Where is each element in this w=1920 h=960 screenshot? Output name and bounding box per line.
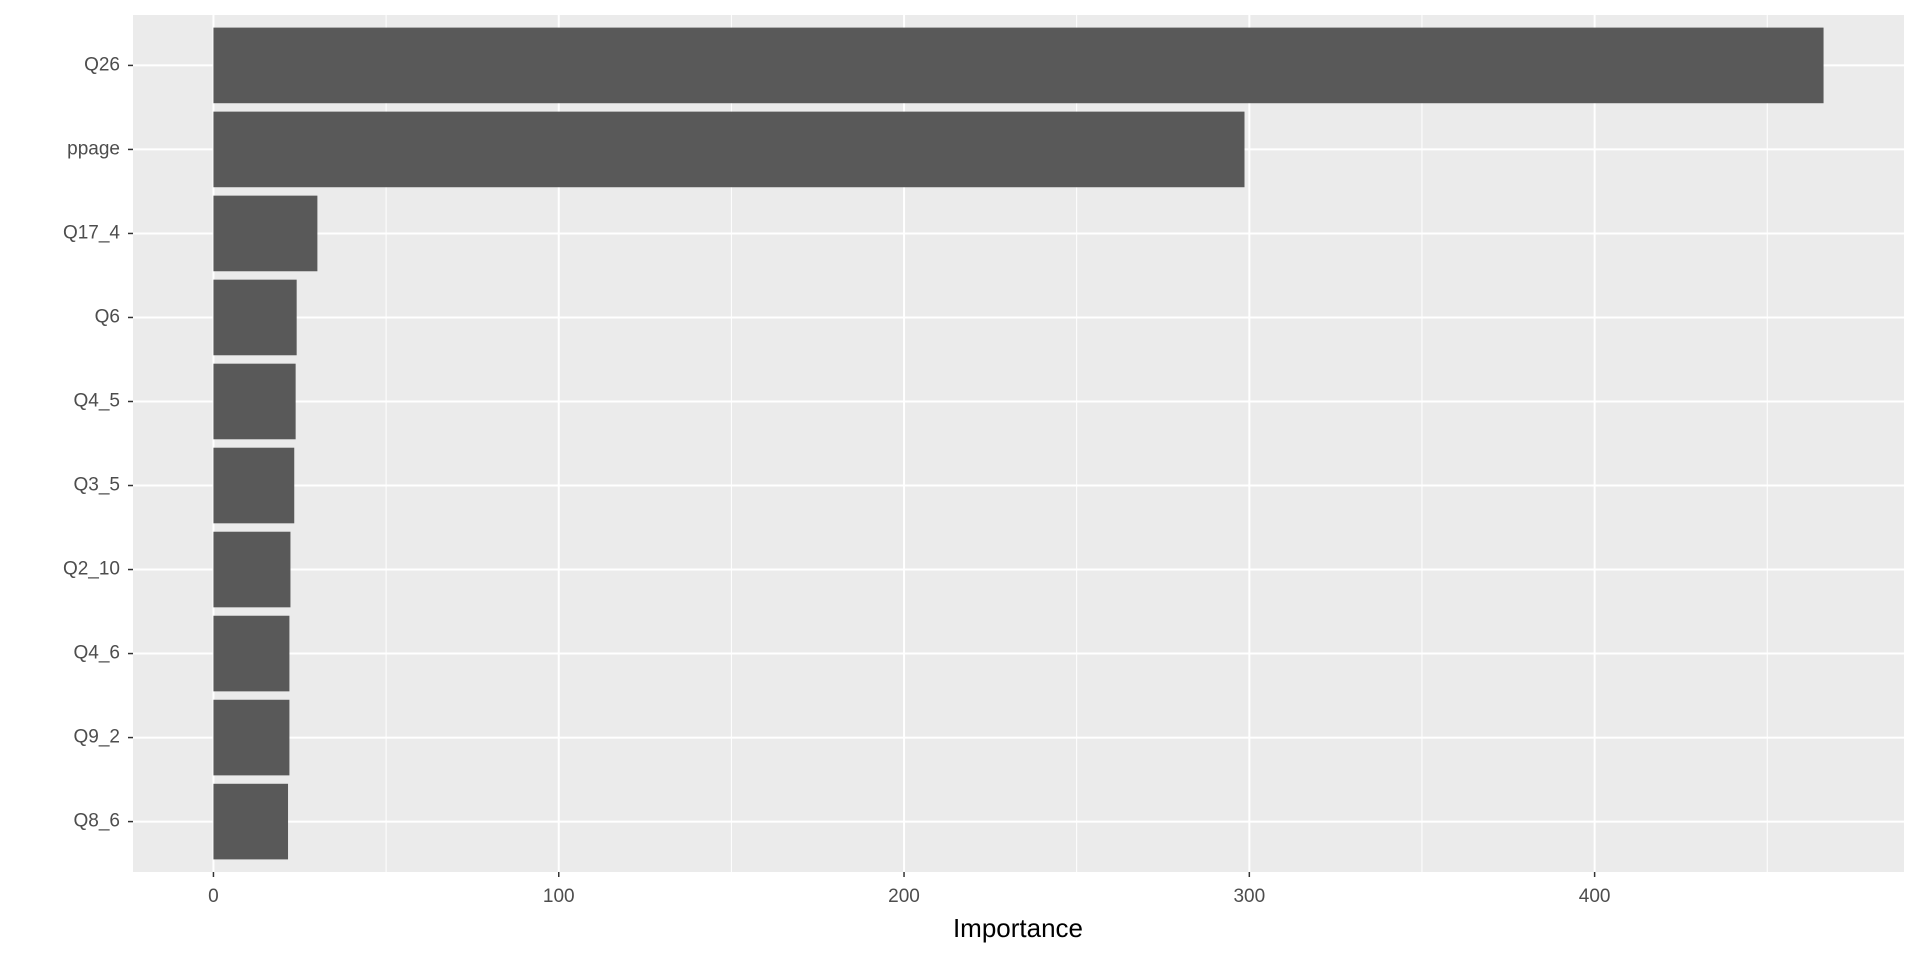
y-tick-label: Q26 (84, 54, 120, 75)
y-tick-label: Q4_6 (74, 643, 120, 664)
x-tick-label: 0 (208, 886, 219, 907)
y-tick-label: ppage (67, 138, 120, 159)
bar (213, 531, 291, 608)
y-tick-label: Q4_5 (74, 391, 120, 412)
bar (213, 783, 289, 860)
x-tick-label: 200 (888, 886, 920, 907)
y-tick-label: Q8_6 (74, 811, 120, 832)
y-tick-label: Q3_5 (74, 475, 120, 496)
y-tick-label: Q17_4 (63, 222, 120, 243)
bar (213, 447, 295, 524)
y-tick-label: Q2_10 (63, 559, 120, 580)
bar (213, 279, 297, 356)
x-tick-label: 400 (1579, 886, 1611, 907)
y-tick-label: Q6 (95, 306, 120, 327)
y-tick-label: Q9_2 (74, 727, 120, 748)
bar (213, 111, 1245, 188)
x-axis-title: Importance (953, 913, 1083, 943)
bar (213, 27, 1824, 104)
x-tick-label: 100 (543, 886, 575, 907)
x-tick-label: 300 (1233, 886, 1265, 907)
bar (213, 363, 296, 440)
bar (213, 699, 290, 776)
bar (213, 615, 290, 692)
bar (213, 195, 318, 272)
